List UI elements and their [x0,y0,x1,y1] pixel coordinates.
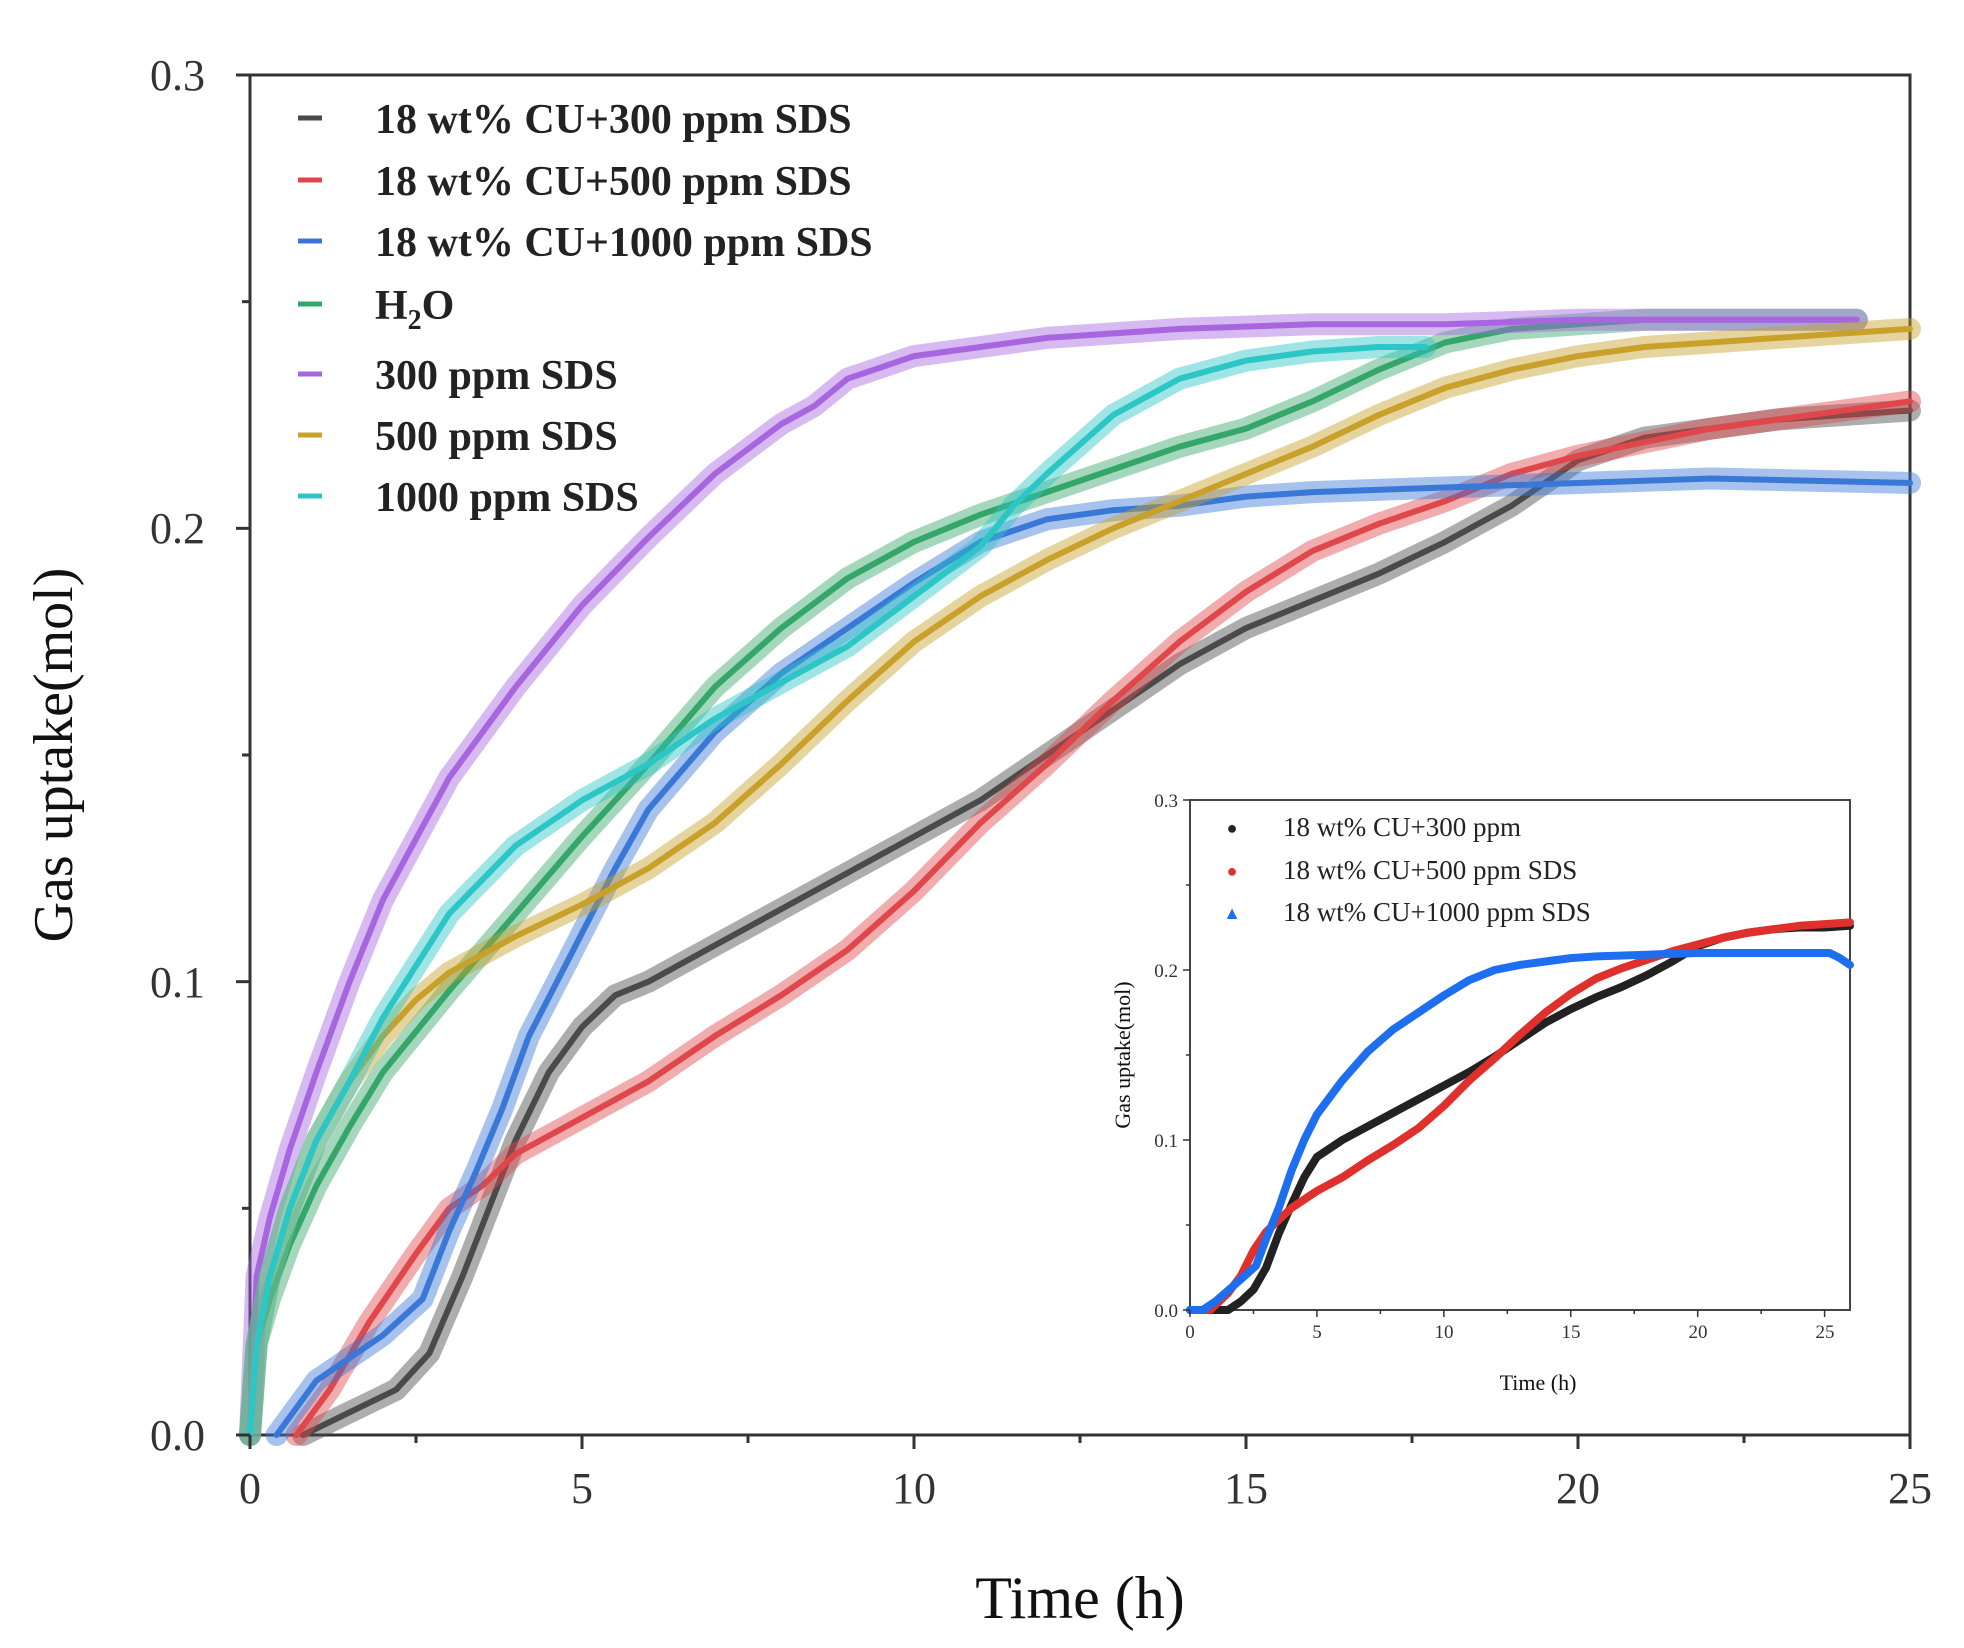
inset-x-tick-label: 5 [1312,1322,1322,1343]
inset-y-tick-label: 0.0 [1154,1301,1178,1322]
legend-item: 1000 ppm SDS [298,475,639,521]
inset-y-tick-label: 0.3 [1154,791,1178,812]
legend-label: 1000 ppm SDS [375,475,639,521]
x-tick-label: 0 [239,1464,261,1513]
x-tick-label: 25 [1888,1464,1932,1513]
inset-legend-label: 18 wt% CU+1000 ppm SDS [1283,897,1591,927]
inset-y-tick-label: 0.1 [1154,1131,1178,1152]
legend-label: 300 ppm SDS [375,353,618,399]
legend-label: 18 wt% CU+1000 ppm SDS [375,220,873,266]
x-tick-label: 10 [892,1464,936,1513]
legend-label: 500 ppm SDS [375,414,618,460]
series-line [1186,949,1854,1314]
series-line [247,316,1860,1438]
legend-item: 300 ppm SDS [298,353,618,399]
legend-label: 18 wt% CU+300 ppm SDS [375,97,852,143]
legend-item: 500 ppm SDS [298,414,618,460]
main-legend: 18 wt% CU+300 ppm SDS 18 wt% CU+500 ppm … [298,97,873,521]
main-x-tick-labels: 0 5 10 15 20 25 [239,1464,1932,1513]
y-tick-label: 0.0 [150,1411,205,1460]
inset-x-tick-labels: 0 5 10 15 20 25 [1185,1322,1834,1343]
legend-item: 18 wt% CU+1000 ppm SDS [298,220,873,266]
y-tick-label: 0.3 [150,51,205,100]
legend-label: 18 wt% CU+500 ppm SDS [375,159,852,205]
x-axis-title: Time (h) [975,1565,1184,1631]
inset-plot: 0 5 10 15 20 25 0.0 0.1 0.2 0.3 Time (h)… [1075,790,1865,1410]
y-axis-title: Gas uptake(mol) [23,568,85,943]
y-tick-label: 0.1 [150,958,205,1007]
y-tick-label: 0.2 [150,504,205,553]
series-line [247,316,1860,1438]
inset-legend: ● 18 wt% CU+300 ppm ● 18 wt% CU+500 ppm … [1223,812,1591,927]
main-y-tick-labels: 0.0 0.1 0.2 0.3 [150,51,205,1460]
main-plot: 0 5 10 15 20 25 0.0 0.1 0.2 0.3 Time (h)… [23,51,1932,1631]
inset-legend-label: 18 wt% CU+300 ppm [1283,812,1521,842]
x-tick-label: 5 [571,1464,593,1513]
inset-x-tick-label: 20 [1689,1322,1708,1343]
inset-legend-item: ● 18 wt% CU+300 ppm [1227,812,1521,842]
main-series-layer [239,308,1921,1446]
series-line [247,344,1429,1438]
legend-item: 18 wt% CU+300 ppm SDS [298,97,852,143]
legend-label-h2o: H2O [375,283,454,336]
legend-item: H2O [298,283,454,336]
legend-item: 18 wt% CU+500 ppm SDS [298,159,852,205]
inset-x-tick-label: 0 [1185,1322,1195,1343]
inset-y-axis-title: Gas uptake(mol) [1110,981,1135,1128]
inset-axis-ticks [1183,799,1826,1317]
main-axis-ticks [236,73,1912,1449]
inset-legend-item: ● 18 wt% CU+500 ppm SDS [1227,855,1578,885]
inset-y-tick-label: 0.2 [1154,961,1178,982]
inset-legend-marker: ▲ [1223,903,1241,923]
inset-x-tick-label: 25 [1816,1322,1835,1343]
inset-legend-label: 18 wt% CU+500 ppm SDS [1283,855,1577,885]
x-tick-label: 15 [1224,1464,1268,1513]
inset-x-tick-label: 10 [1435,1322,1454,1343]
inset-y-tick-labels: 0.0 0.1 0.2 0.3 [1154,791,1178,1322]
x-tick-label: 20 [1556,1464,1600,1513]
inset-legend-item: ▲ 18 wt% CU+1000 ppm SDS [1223,897,1591,927]
inset-x-axis-title: Time (h) [1500,1370,1577,1395]
inset-x-tick-label: 15 [1562,1322,1581,1343]
inset-legend-marker: ● [1227,818,1238,838]
inset-legend-marker: ● [1227,861,1238,881]
series-line [273,475,1913,1438]
inset-series-layer [1186,918,1854,1314]
